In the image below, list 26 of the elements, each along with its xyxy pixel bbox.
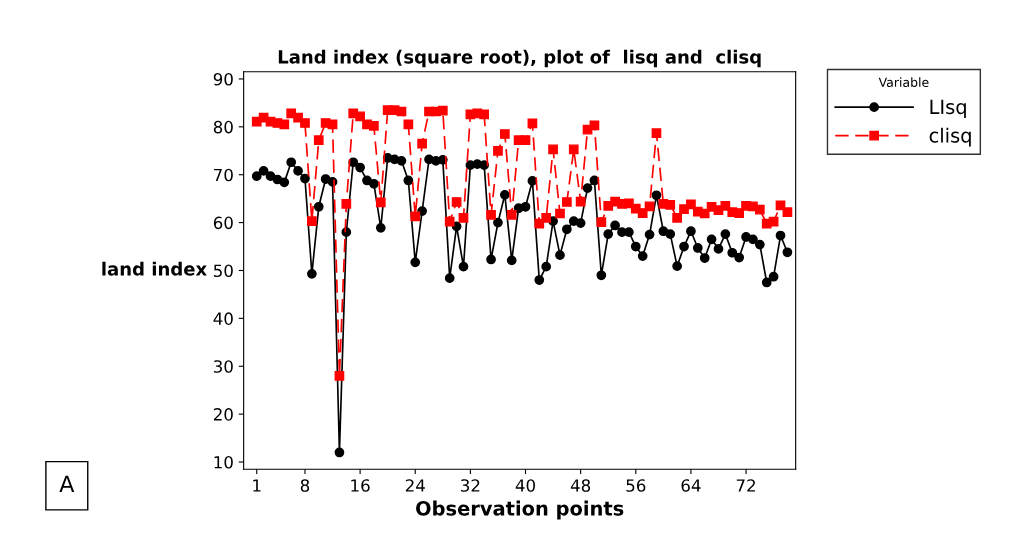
y-tick-label: 40 (213, 312, 233, 325)
x-tick-label: 8 (300, 479, 310, 492)
y-tick-label: 80 (213, 120, 233, 134)
x-tick-label: 48 (570, 479, 591, 492)
y-tick-label: 50 (213, 264, 233, 278)
x-tick-label: 16 (351, 479, 370, 492)
legend-title: Variable (878, 77, 929, 88)
y-tick-label: 60 (213, 216, 233, 230)
x-tick-label: 1 (253, 479, 261, 492)
x-axis-title: Observation points (416, 500, 624, 520)
y-tick-label: 30 (213, 360, 233, 373)
x-tick-label: 24 (405, 479, 425, 492)
x-tick-label: 40 (515, 479, 536, 492)
legend-label: clisq (929, 127, 971, 147)
y-tick-label: 10 (214, 455, 233, 469)
y-axis-title: land index (102, 261, 207, 276)
y-tick-label: 90 (213, 72, 233, 86)
x-tick-label: 64 (681, 479, 701, 492)
x-tick-label: 56 (626, 479, 646, 492)
legend-label: LIsq (930, 99, 966, 118)
text: A (59, 475, 75, 492)
x-tick-label: 32 (461, 479, 480, 492)
y-tick-label: 70 (214, 168, 233, 182)
chart-title: Land index (square root), plot of lisq and clisq (278, 49, 761, 68)
y-tick-label: 20 (213, 408, 233, 421)
x-tick-label: 72 (736, 479, 755, 492)
